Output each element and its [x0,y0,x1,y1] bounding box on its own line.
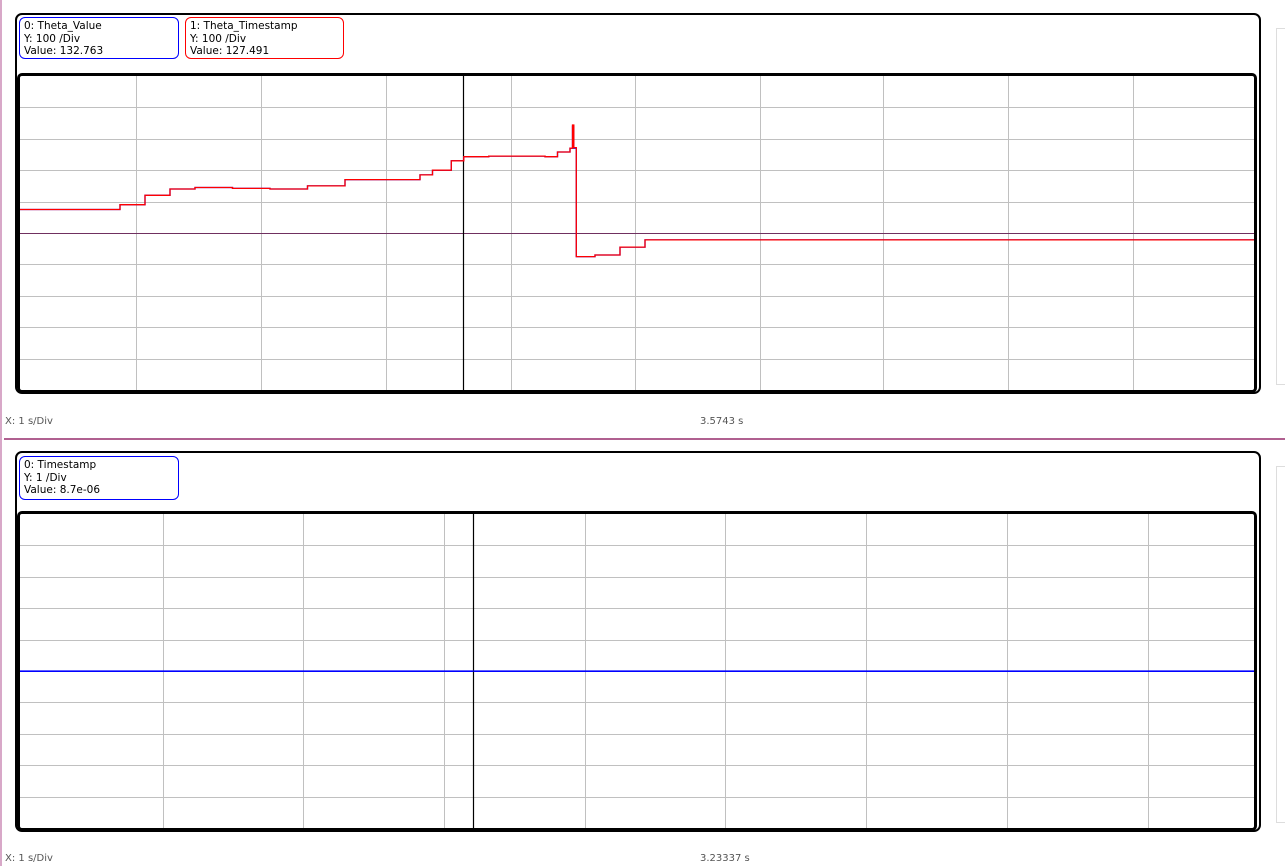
series-line-1 [20,124,1254,258]
bottom-plot-area[interactable] [17,511,1257,831]
legend-y-scale: Y: 100 /Div [24,32,81,45]
legend-y-scale: Y: 1 /Div [24,471,67,484]
legend-timestamp[interactable]: 0: Timestamp Y: 1 /Div Value: 8.7e-06 [19,456,179,500]
legend-channel-name: 0: Timestamp [24,459,97,471]
legend-channel-name: 1: Theta_Timestamp [190,20,298,32]
legend-value: Value: 8.7e-06 [24,484,101,496]
bottom-cursor-time: 3.23337 s [700,853,750,864]
legend-channel-name: 0: Theta_Value [24,20,102,32]
legend-theta-timestamp[interactable]: 1: Theta_Timestamp Y: 100 /Div Value: 12… [185,17,344,59]
series-line-0 [20,125,1254,258]
bottom-plot-panel [15,451,1261,832]
bottom-plot-scrollbar[interactable] [1276,466,1285,823]
legend-value: Value: 132.763 [24,45,104,57]
plot-svg [20,76,1254,390]
top-plot-panel [15,13,1261,394]
top-x-scale-label: X: 1 s/Div [5,416,53,427]
legend-y-scale: Y: 100 /Div [190,32,247,45]
plot-svg [20,514,1254,828]
bottom-x-scale-label: X: 1 s/Div [5,853,53,864]
top-cursor-time: 3.5743 s [700,416,744,427]
legend-value: Value: 127.491 [190,45,270,57]
plot-separator[interactable] [4,438,1285,440]
legend-theta-value[interactable]: 0: Theta_Value Y: 100 /Div Value: 132.76… [19,17,179,59]
top-plot-area[interactable] [17,73,1257,393]
window-left-edge [0,0,2,866]
top-plot-scrollbar[interactable] [1276,28,1285,385]
